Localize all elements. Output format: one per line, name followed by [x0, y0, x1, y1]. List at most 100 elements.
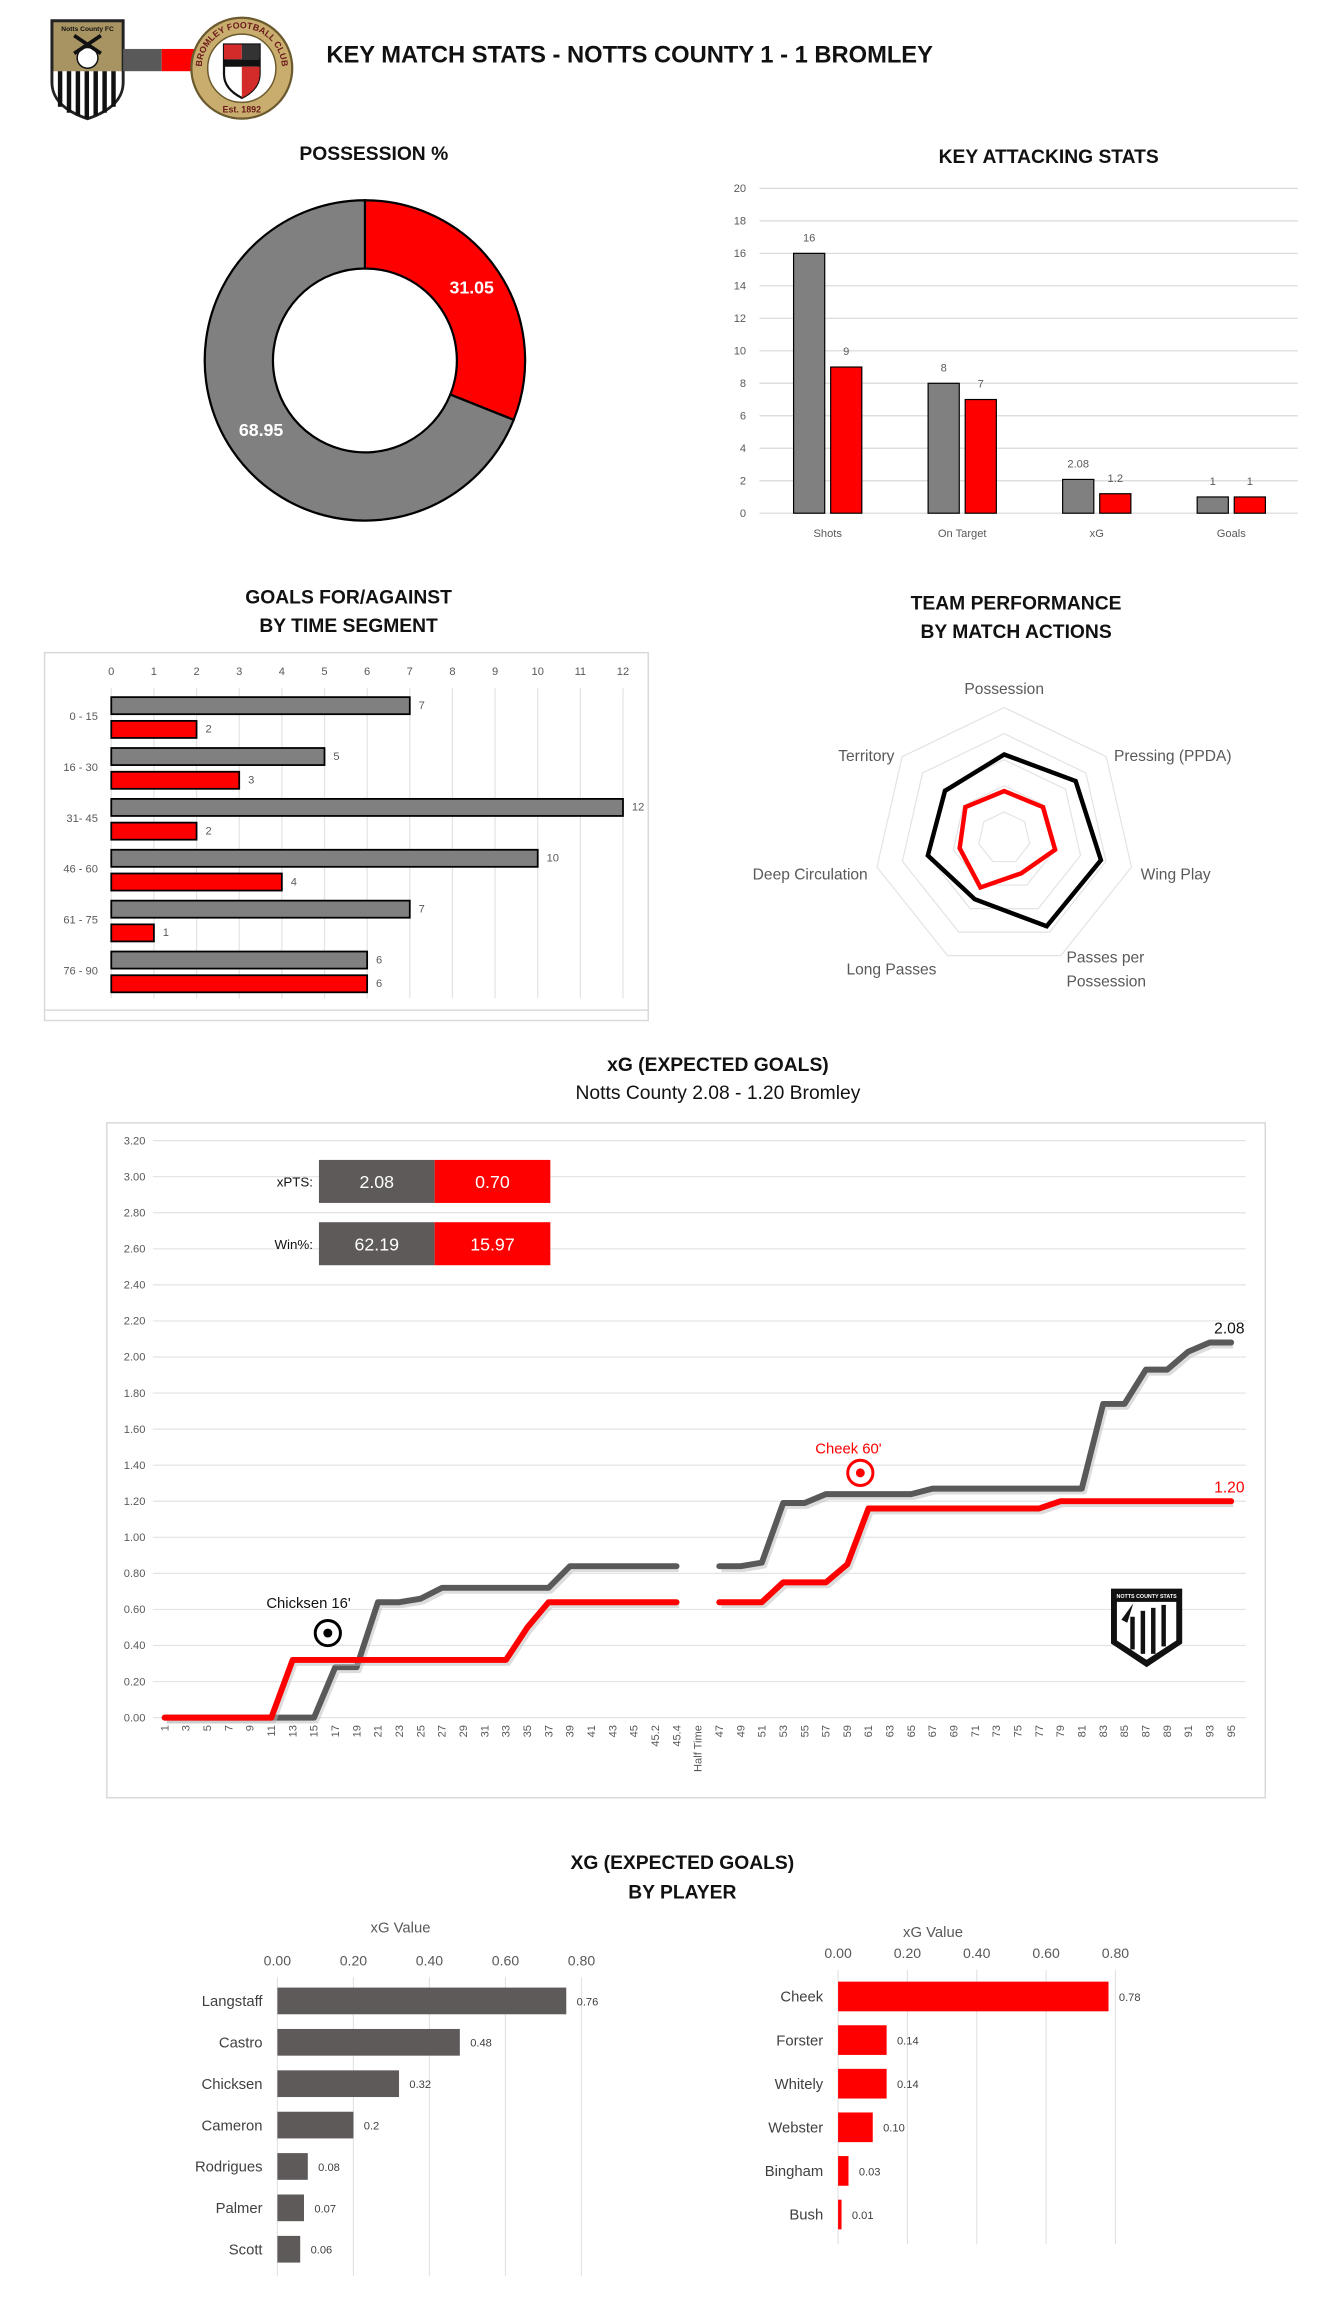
data-label: 2	[205, 724, 211, 736]
bar	[1099, 493, 1132, 514]
y-tick-label: 16	[734, 248, 746, 260]
y-tick-label: 0.20	[124, 1676, 146, 1688]
x-tick-label: 79	[1055, 1725, 1067, 1737]
x-tick-label: 10	[532, 666, 544, 678]
slice-label: 68.95	[239, 420, 284, 440]
data-label: 0.48	[470, 2038, 492, 2050]
bar	[838, 2199, 842, 2230]
series-line-shadow	[721, 1342, 1234, 1573]
bar	[277, 2070, 400, 2098]
header: Notts County FC BROMLEY FOOTBALL CLUB Es…	[50, 16, 933, 121]
player-title-line2: BY PLAYER	[628, 1883, 736, 1904]
y-tick-label: 1.20	[124, 1496, 146, 1508]
goals-title-line1: GOALS FOR/AGAINST	[245, 588, 452, 609]
category-label: 61 - 75	[63, 915, 98, 927]
data-label: 0.14	[897, 2079, 919, 2091]
data-label: 2	[205, 825, 211, 837]
radar-title-line2: BY MATCH ACTIONS	[920, 622, 1111, 643]
series-line-shadow	[166, 1566, 679, 1724]
bar	[110, 747, 326, 766]
away-player-xg-chart: xG Value 0.00 0.20 0.40 0.60 0.80 Cheek 0.78 For…	[765, 1925, 1141, 2245]
x-tick-label: 13	[287, 1725, 299, 1737]
attacking-title: KEY ATTACKING STATS	[939, 147, 1159, 168]
x-tick-label: 47	[714, 1725, 726, 1737]
away-crest-est: Est. 1892	[223, 105, 262, 115]
bar	[838, 2068, 887, 2099]
y-tick-label: 6	[740, 410, 746, 422]
x-tick-label: 67	[927, 1725, 939, 1737]
axis-title: xG Value	[903, 1925, 963, 1941]
bar	[277, 2153, 308, 2180]
x-tick-label: 95	[1226, 1725, 1238, 1737]
data-label: 0.14	[897, 2036, 919, 2048]
radar-axis-label: Territory	[838, 748, 894, 765]
x-tick-label: 49	[735, 1725, 747, 1737]
bar	[277, 2111, 354, 2139]
player-name: Cheek	[780, 1990, 823, 2006]
home-color-bar	[123, 48, 162, 72]
x-tick-label: 65	[906, 1725, 918, 1737]
data-label: 0.08	[318, 2162, 340, 2174]
y-tick-label: 12	[734, 313, 746, 325]
bar	[277, 2028, 460, 2056]
x-category-label: On Target	[938, 528, 987, 540]
y-tick-label: 4	[740, 443, 746, 455]
bar	[1233, 496, 1266, 514]
x-category-label: Shots	[813, 528, 842, 540]
data-label: 0.76	[577, 1996, 599, 2008]
home-value: 2.08	[359, 1172, 394, 1192]
x-tick-label: 0.00	[264, 1952, 292, 1968]
axis-title: xG Value	[371, 1921, 431, 1937]
y-tick-label: 2	[740, 475, 746, 487]
series-end-label: 2.08	[1214, 1321, 1244, 1338]
category-label: 76 - 90	[63, 966, 98, 978]
table-row-label: xPTS:	[277, 1175, 313, 1190]
bar	[110, 950, 369, 970]
x-tick-label: 5	[321, 666, 327, 678]
y-tick-label: 2.00	[124, 1352, 146, 1364]
x-tick-label: 45.2	[650, 1725, 662, 1747]
bar	[110, 974, 369, 994]
possession-title: POSSESSION %	[299, 144, 448, 165]
data-label: 6	[376, 978, 382, 990]
x-tick-label: 89	[1162, 1725, 1174, 1737]
player-name: Forster	[776, 2033, 823, 2049]
x-tick-label: 1	[159, 1725, 171, 1731]
data-label: 1.2	[1108, 473, 1123, 485]
notts-county-stats-logo: NOTTS COUNTY STATS	[1110, 1588, 1183, 1668]
bar	[110, 696, 411, 716]
x-category-label: xG	[1090, 528, 1104, 540]
x-tick-label: 15	[309, 1725, 321, 1737]
bar	[838, 2112, 873, 2143]
player-name: Cameron	[202, 2118, 263, 2134]
x-tick-label: 25	[415, 1725, 427, 1737]
x-tick-label: 0.00	[824, 1945, 852, 1961]
goals-title-line2: BY TIME SEGMENT	[259, 616, 438, 637]
x-tick-label: 5	[202, 1725, 214, 1731]
possession-donut-chart: 31.05 68.95	[203, 199, 527, 522]
radar-axis-label: Deep Circulation	[753, 867, 868, 884]
player-name: Webster	[768, 2120, 823, 2136]
bar	[110, 848, 539, 868]
x-tick-label: 85	[1119, 1725, 1131, 1737]
donut-slice	[363, 199, 527, 422]
x-tick-label: 9	[492, 666, 498, 678]
x-tick-label: 73	[991, 1725, 1003, 1737]
radar-series-polygon	[925, 752, 1104, 929]
y-tick-label: 1.00	[124, 1532, 146, 1544]
data-label: 3	[248, 775, 254, 787]
x-tick-label: 75	[1013, 1725, 1025, 1737]
series-line	[716, 1339, 1235, 1570]
radar-ring	[901, 732, 1107, 933]
radar-axis-label: Possession	[964, 681, 1044, 698]
bar	[927, 382, 960, 514]
x-tick-label: 19	[351, 1725, 363, 1737]
x-tick-label: 45	[629, 1725, 641, 1737]
bromley-crest: BROMLEY FOOTBALL CLUB Est. 1892	[190, 16, 294, 120]
x-tick-label: 91	[1183, 1725, 1195, 1737]
x-tick-label: 4	[279, 666, 285, 678]
series-line	[161, 1599, 680, 1721]
x-tick-label: 0.60	[492, 1952, 520, 1968]
x-tick-label: 9	[245, 1725, 257, 1731]
away-value-cell	[434, 1159, 551, 1203]
